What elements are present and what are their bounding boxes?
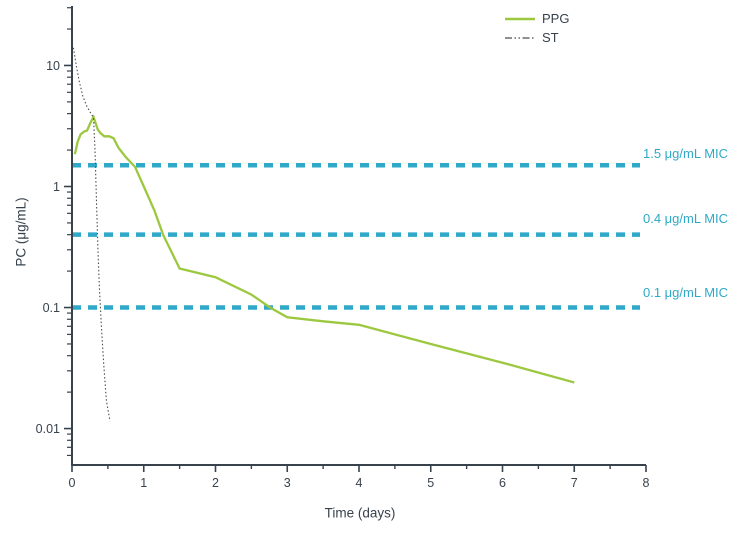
legend-label-ppg: PPG xyxy=(542,11,570,26)
y-tick-label: 10 xyxy=(46,59,60,73)
ppg-series-line xyxy=(73,114,575,384)
legend-item-st: ST xyxy=(505,31,569,45)
y-tick-label: 0.1 xyxy=(43,301,60,315)
x-tick-label: 0 xyxy=(69,476,76,490)
mic-label-0-1: 0.1 μg/mL MIC xyxy=(643,285,729,300)
x-tick-label: 4 xyxy=(356,476,363,490)
x-tick-label: 8 xyxy=(643,476,650,490)
y-axis-title: PC (μg/mL) xyxy=(13,197,29,267)
y-tick-label: 1 xyxy=(53,180,60,194)
mic-label-1-5: 1.5 μg/mL MIC xyxy=(643,146,729,161)
ppg-line-swatch xyxy=(505,17,535,21)
st-line-swatch xyxy=(505,37,535,39)
x-tick-label: 3 xyxy=(284,476,291,490)
legend: PPG ST xyxy=(505,12,569,45)
x-tick-label: 6 xyxy=(499,476,506,490)
x-tick-label: 1 xyxy=(140,476,147,490)
x-tick-label: 5 xyxy=(427,476,434,490)
x-axis-title: Time (days) xyxy=(324,505,396,521)
mic-label-0-4: 0.4 μg/mL MIC xyxy=(643,211,729,226)
x-tick-label: 7 xyxy=(571,476,578,490)
legend-item-ppg: PPG xyxy=(505,12,569,26)
legend-label-st: ST xyxy=(542,30,559,45)
x-tick-label: 2 xyxy=(212,476,219,490)
y-tick-label: 0.01 xyxy=(36,422,60,436)
